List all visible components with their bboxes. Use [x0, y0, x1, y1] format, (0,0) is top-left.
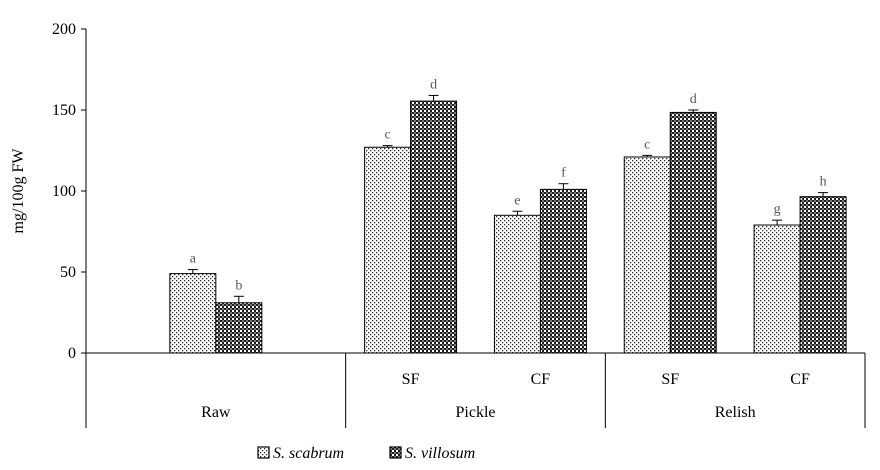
bar: [169, 273, 217, 354]
sub-category-label: CF: [790, 371, 810, 388]
significance-label: g: [774, 202, 781, 217]
group-label: Pickle: [456, 404, 496, 421]
significance-label: d: [430, 77, 437, 92]
y-tick-label: 0: [68, 345, 76, 362]
legend-swatch: [389, 446, 402, 459]
bar: [799, 196, 847, 354]
bar: [410, 100, 458, 354]
y-tick-label: 200: [52, 21, 76, 38]
legend-label: S. scabrum: [273, 445, 344, 462]
significance-label: f: [561, 166, 566, 181]
bar: [539, 188, 587, 354]
bar: [753, 224, 801, 354]
sub-category-label: SF: [402, 371, 420, 388]
legend-label: S. villosum: [405, 445, 475, 462]
y-axis-title: mg/100g FW: [10, 148, 27, 234]
bar: [364, 146, 412, 354]
significance-label: b: [235, 278, 242, 293]
sub-category-label: SF: [661, 371, 679, 388]
significance-label: a: [190, 252, 197, 267]
y-tick-label: 100: [52, 183, 76, 200]
significance-label: c: [384, 128, 390, 143]
bar: [493, 214, 541, 354]
bar: [669, 111, 717, 354]
legend-swatch: [257, 446, 270, 459]
significance-label: c: [644, 137, 650, 152]
group-label: Raw: [201, 404, 231, 421]
significance-label: e: [514, 193, 520, 208]
y-tick-label: 150: [52, 102, 76, 119]
bar: [623, 156, 671, 354]
y-tick-label: 50: [60, 264, 76, 281]
group-label: Relish: [715, 404, 756, 421]
bar: [215, 302, 263, 354]
significance-label: h: [820, 175, 827, 190]
significance-label: d: [690, 92, 697, 107]
sub-category-label: CF: [531, 371, 551, 388]
